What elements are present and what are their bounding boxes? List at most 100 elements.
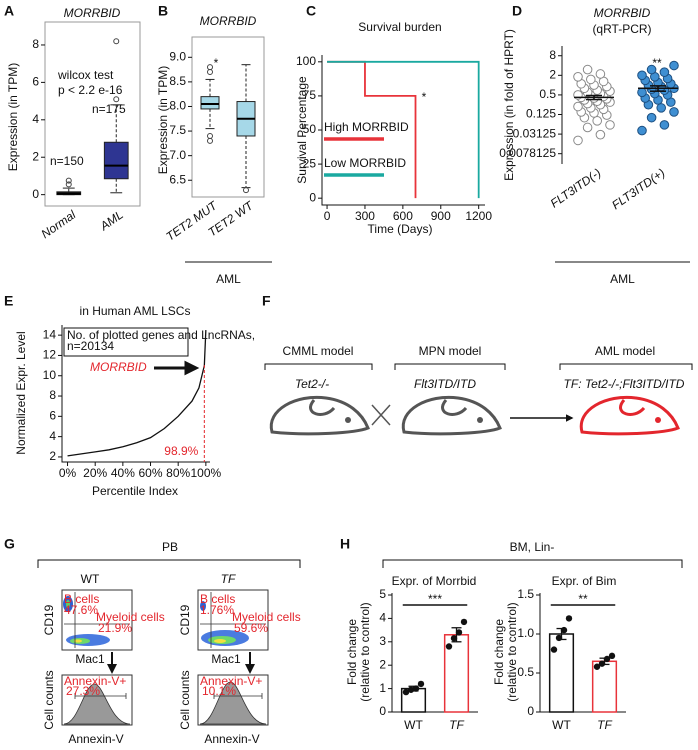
data-point [637,70,647,81]
model-label: CMML model [283,344,354,358]
data-point [669,60,679,71]
x-tick-label: 1200 [465,209,492,223]
data-point [560,626,568,634]
data-point [460,618,468,626]
plot-frame [44,21,141,207]
annotation: No. of plotted genes and LncRNAs, [67,328,255,342]
annotation: ** [652,56,662,70]
gate-label: Annexin-V+ [64,674,126,688]
y-tick-label: 50 [303,122,317,136]
data-point [450,635,458,642]
data-point [659,120,670,130]
data-point [598,660,606,667]
plot-frame [191,36,265,198]
sample-label: WT [81,572,100,586]
curve [67,330,207,457]
y-tick-label: 8 [32,37,39,51]
marker-label: 98.9% [164,444,198,458]
axis-label: Mac1 [75,652,105,666]
sample-label: TF [221,572,236,586]
x-tick-label: TF [449,718,464,732]
data-point [603,655,611,663]
annotation: n=20134 [67,339,114,353]
y-tick-label: 10 [43,368,57,382]
y-axis-label: Survival Percentage [295,76,309,184]
y-axis-label: Expression (in TPM) [156,66,170,174]
chart-title: Expr. of Bim [552,574,617,588]
outlier [207,69,213,76]
x-tick-label: 300 [355,209,375,223]
data-point [656,103,667,113]
axis-label: Annexin-V [204,732,259,746]
x-tick-label: 60% [139,466,163,480]
genotype: Tet2-/- [295,377,329,391]
chart-title: MORRBID [200,14,257,28]
x-tick-label: 600 [393,209,413,223]
y-axis-label: Normalized Expr. Level [14,331,28,454]
data-point [555,634,563,642]
y-tick-label: 14 [43,327,57,341]
data-point [412,685,420,692]
panel-label: F [262,293,271,309]
flow-title: PB [162,540,178,554]
y-tick-label: 6 [49,409,56,423]
x-tick-label: FLT3ITD(-) [548,166,604,211]
y-tick-label: 0 [527,704,534,718]
gate-label: Annexin-V+ [200,674,262,688]
box [103,141,129,180]
x-tick-label: 900 [431,209,451,223]
gate-value: 1.76% [200,603,234,617]
y-axis-label: (relative to control) [358,602,372,701]
data-point [407,686,415,693]
histogram [61,674,133,726]
y-tick-label: 9.0 [169,49,186,63]
x-tick-label: WT [404,718,423,732]
data-point [582,122,593,133]
y-tick-label: 100 [296,54,316,68]
outlier [65,181,72,188]
gate-value: 59.6% [234,621,268,635]
outlier [113,96,120,103]
annotation-box [63,327,189,357]
annotation: n=150 [50,154,84,168]
box [200,96,220,110]
y-axis-label: Expression (in TPM) [6,63,20,171]
model-label: AML model [595,344,655,358]
y-tick-label: 1.0 [517,626,534,640]
data-point [550,646,558,653]
gate-value: 21.9% [98,621,132,635]
data-point [595,69,606,79]
data-point [573,72,583,82]
x-tick-label: 20% [83,466,107,480]
axis-label: CD19 [178,604,192,635]
bracket [264,363,693,370]
y-tick-label: 8.0 [169,99,186,113]
y-axis-label: Expression (in fold of HPRT) [502,29,516,181]
axis-label: Annexin-V [68,732,123,746]
panel-label: E [4,293,13,309]
genotype: Flt3ITD/ITD [414,377,476,391]
axis-label: Cell counts [42,670,56,729]
outlier [207,137,213,144]
data-point [417,680,425,688]
chart-title: in Human AML LSCs [80,304,191,318]
y-tick-label: 8 [549,48,556,62]
annotation: * [214,56,219,70]
outlier [113,38,120,45]
y-tick-label: 6 [32,75,39,89]
outlier [65,177,72,184]
bracket [37,559,301,568]
y-tick-label: 2 [549,67,556,81]
y-tick-label: 5 [379,587,386,601]
y-tick-label: 75 [303,88,317,102]
annotation: wilcox test [57,68,114,82]
gate-value: 27.3% [66,684,100,698]
y-axis-label: Fold change [492,619,506,685]
x-tick-label: AML [97,208,126,234]
x-tick-label: WT [552,718,571,732]
data-point [565,615,573,622]
data-point [608,652,616,660]
y-tick-label: 4 [32,112,39,126]
outlier [243,187,249,194]
